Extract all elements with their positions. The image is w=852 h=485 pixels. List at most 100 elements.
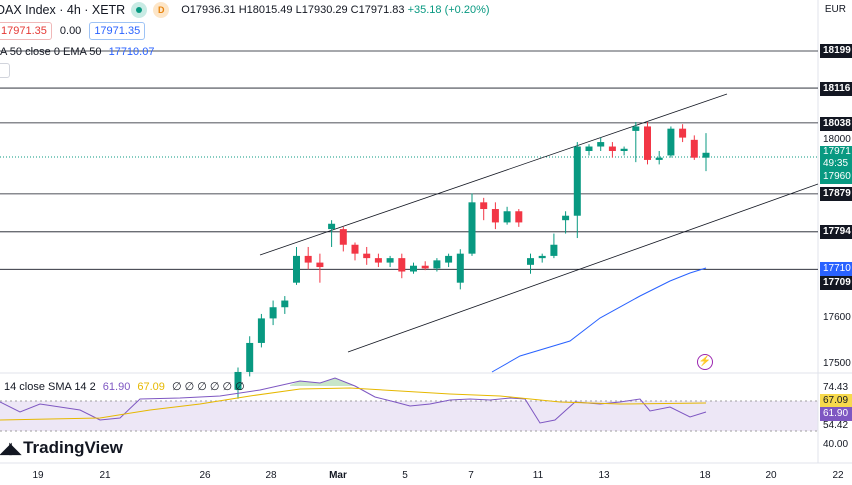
price-label-17794: 17794 [820,225,852,239]
candle-body [339,229,347,245]
channel-upper [259,93,728,256]
axis-tick-17500: 17500 [823,358,851,369]
candle-body [655,157,663,160]
ema-price-label: 17710 [820,262,852,276]
rsi-tick-74: 74.43 [823,382,849,393]
candle-body [374,258,382,263]
time-tick: 19 [32,470,44,481]
time-tick: 22 [832,470,844,481]
candle-body [328,223,336,230]
time-tick: 11 [532,470,544,481]
rsi-sma-label: 67.09 [820,394,852,408]
candle-body [257,318,265,343]
candle-body [421,265,429,269]
trade-row: 17971.35 0.00 17971.35 [0,22,146,40]
rsi-sma-value: 67.09 [137,381,165,393]
candle-body [386,258,394,263]
time-tick: 13 [598,470,610,481]
channel-lower [347,183,819,353]
buy-button[interactable]: 17971.35 [89,22,146,40]
candle-body [281,300,289,308]
tradingview-logo-icon: ◢◣ [0,440,21,457]
candle-body [679,128,687,138]
collapse-legend-button[interactable] [0,63,10,78]
candles [234,121,710,399]
candle-body [667,128,675,156]
rsi-tick-40: 40.00 [823,439,849,450]
open-value: O17936.31 [181,4,236,16]
chart-header: DAX Index · 4h · XETR D O17936.31 H18015… [0,0,490,20]
rsi-tick-54: 54.42 [823,420,849,431]
candle-body [690,139,698,158]
axis-tick-18100 [820,93,852,107]
rsi-value: 61.90 [102,381,131,393]
candle-body [491,209,499,223]
price-label-18038: 18038 [820,117,852,131]
candle-body [246,342,254,372]
candle-body [573,146,581,216]
change-value: +35.18 (+0.20%) [407,4,490,16]
ema-label: A 50 close 0 EMA 50 [0,46,102,58]
rsi-legend[interactable]: 14 close SMA 14 2 61.90 67.09 ∅ ∅ ∅ ∅ ∅ … [4,380,245,393]
current-price: 17971 [823,146,851,157]
ema-legend[interactable]: A 50 close 0 EMA 50 17710.07 [0,46,154,58]
candle-body [585,146,593,151]
candle-body [620,148,628,151]
candle-body [293,255,300,283]
countdown-label: 17971 49:35 [820,146,852,170]
horizontal-levels [0,50,818,270]
rsi-label: 14 close SMA 14 2 [4,381,96,393]
price-label-17709: 17709 [820,276,852,290]
time-tick: 18 [699,470,711,481]
time-tick: 20 [765,470,777,481]
candle-body [515,211,523,223]
time-tick: 7 [468,470,474,481]
ema-line [491,267,707,373]
sell-button[interactable]: 17971.35 [0,22,52,40]
candle-body [410,265,417,272]
rsi-line [0,377,707,424]
price-label-18116: 18116 [820,82,852,96]
tradingview-logo-text: TradingView [23,438,123,457]
candle-body [363,253,371,259]
time-tick: 26 [199,470,211,481]
ohlc-values: O17936.31 H18015.49 L17930.29 C17971.83 … [181,4,489,16]
tradingview-logo[interactable]: ◢◣ TradingView [0,438,123,458]
candle-body [445,255,453,263]
symbol-title[interactable]: DAX Index · 4h · XETR [0,3,126,17]
time-tick: Mar [329,470,347,481]
candle-body [351,244,359,254]
candle-body [562,215,570,221]
close-value: C17971.83 [350,4,405,16]
candle-body [480,202,488,210]
time-tick: 28 [265,470,277,481]
low-value: L17930.29 [295,4,348,16]
rsi-empty-values: ∅ ∅ ∅ ∅ ∅ ∅ [171,381,245,393]
time-tick: 5 [402,470,408,481]
candle-body [456,253,464,283]
axis-tick-17600: 17600 [823,312,851,323]
candle-body [503,211,511,223]
ema-value: 17710.07 [108,46,155,58]
candle-body [597,142,605,147]
price-label-17879: 17879 [820,187,852,201]
candle-body [398,258,406,272]
candle-body [550,244,558,256]
axis-tick-18000: 18000 [823,134,851,145]
time-tick: 21 [99,470,111,481]
candle-body [644,126,651,160]
candle-body [608,146,616,151]
candle-body [468,202,476,254]
candle-body [234,371,242,390]
delayed-badge[interactable]: D [153,2,170,18]
high-value: H18015.49 [238,4,293,16]
market-open-icon [131,2,148,18]
spread-value: 0.00 [59,25,82,37]
price-label-18199: 18199 [820,44,852,58]
currency-label[interactable]: EUR [824,4,846,15]
rsi-sma-line [0,387,707,421]
lightning-icon[interactable]: ⚡ [697,354,713,370]
price-label-17960: 17960 [820,170,852,184]
candle-body [538,255,546,259]
